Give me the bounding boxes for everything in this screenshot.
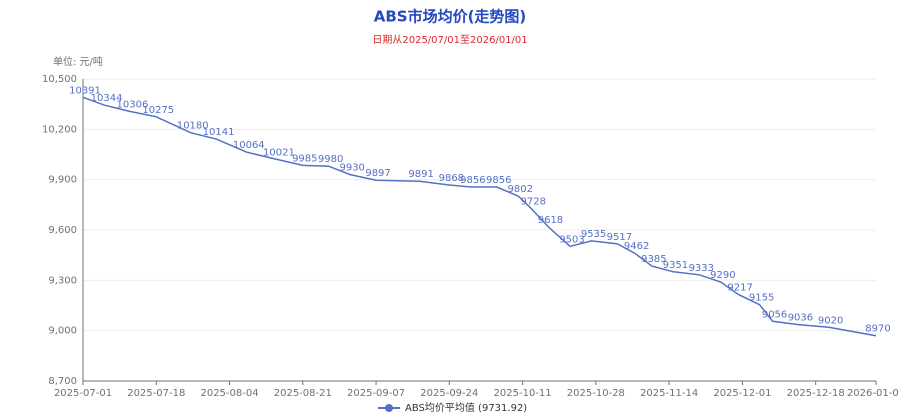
data-label: 10021 (263, 147, 295, 158)
data-label: 9802 (508, 184, 533, 195)
data-label: 10344 (91, 93, 123, 104)
data-label: 9517 (607, 232, 632, 243)
x-tick-label: 2026-01-01 (847, 388, 900, 399)
data-label: 9217 (727, 282, 752, 293)
data-label: 9856 (486, 175, 511, 186)
x-tick-label: 2025-08-21 (274, 388, 332, 399)
data-label: 9897 (365, 168, 390, 179)
data-label: 9462 (624, 241, 649, 252)
data-label: 9891 (408, 169, 433, 180)
legend-label: ABS均价平均值 (9731.92) (405, 401, 527, 414)
chart-subtitle: 日期从2025/07/01至2026/01/01 (372, 34, 527, 46)
x-tick-label: 2025-07-01 (54, 388, 112, 399)
data-label: 9020 (818, 315, 843, 326)
data-label: 9290 (710, 270, 735, 281)
data-label: 10064 (233, 140, 265, 151)
x-tick-label: 2025-10-28 (567, 388, 625, 399)
data-label: 10275 (142, 105, 174, 116)
data-label: 10391 (69, 85, 101, 96)
x-tick-label: 2025-09-07 (347, 388, 405, 399)
y-axis-label: 单位: 元/吨 (53, 55, 103, 68)
x-tick-label: 2025-08-04 (200, 388, 258, 399)
data-label: 10180 (177, 121, 209, 132)
legend-symbol (385, 404, 393, 412)
y-tick-label: 10,200 (42, 124, 77, 135)
chart-title: ABS市场均价(走势图) (374, 8, 527, 26)
y-tick-label: 8,700 (48, 376, 77, 387)
data-label: 9728 (520, 197, 545, 208)
data-label: 9980 (318, 154, 343, 165)
data-label: 9333 (689, 263, 714, 274)
x-tick-label: 2025-11-14 (640, 388, 698, 399)
data-label: 9056 (762, 309, 787, 320)
data-label: 9985 (292, 153, 317, 164)
y-tick-label: 9,300 (48, 275, 77, 286)
y-tick-label: 10,500 (42, 74, 77, 85)
data-label: 10306 (117, 100, 149, 111)
data-label: 9155 (749, 293, 774, 304)
data-label: 9351 (663, 260, 688, 271)
x-tick-label: 2025-07-18 (127, 388, 185, 399)
data-label: 9036 (788, 313, 813, 324)
x-tick-label: 2025-09-24 (420, 388, 478, 399)
data-label: 9618 (538, 215, 563, 226)
x-tick-label: 2025-12-01 (713, 388, 771, 399)
data-label: 9856 (460, 175, 485, 186)
data-label: 9503 (559, 234, 584, 245)
x-tick-label: 2025-12-18 (787, 388, 845, 399)
y-tick-label: 9,900 (48, 175, 77, 186)
y-tick-label: 9,600 (48, 225, 77, 236)
y-tick-label: 9,000 (48, 326, 77, 337)
data-label: 8970 (865, 324, 890, 335)
x-tick-label: 2025-10-11 (494, 388, 552, 399)
data-label: 10141 (203, 127, 235, 138)
data-label: 9868 (439, 173, 464, 184)
data-label: 9385 (641, 254, 666, 265)
series-line (82, 96, 877, 337)
data-label: 9930 (339, 163, 364, 174)
data-label: 9535 (581, 229, 606, 240)
